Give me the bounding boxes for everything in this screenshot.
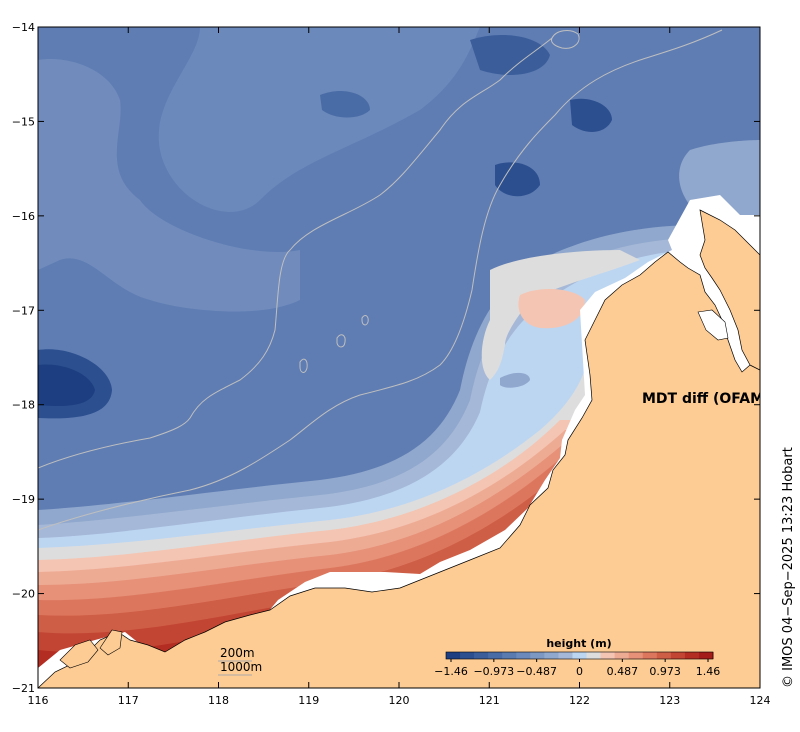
colorbar-swatch (684, 652, 700, 659)
colorbar-swatch (600, 652, 616, 659)
latitude-label: −21 (12, 682, 35, 695)
colorbar-swatch (460, 652, 475, 659)
contour-1000m (38, 37, 553, 469)
contour-loop (336, 334, 346, 348)
latitude-label: −18 (12, 399, 35, 412)
cool-patch (500, 372, 530, 388)
latitude-axis: −14 −15 −16 −17 −18 −19 −20 −21 (12, 21, 760, 695)
island (59, 639, 99, 669)
colorbar-swatches (445, 651, 714, 660)
colorbar-ticks: −1.46 −0.973 −0.487 0 0.487 0.973 1.46 (434, 659, 720, 678)
colorbar-swatch (614, 652, 630, 659)
longitude-label: 117 (118, 694, 139, 707)
colorbar-swatch (474, 652, 489, 659)
ocean-deep (495, 162, 540, 197)
credit-text: © IMOS 04−Sep−2025 13:23 Hobart (781, 447, 796, 688)
map-title: MDT diff (OFAM−CMEMS) (642, 391, 800, 407)
longitude-label: 122 (569, 694, 590, 707)
longitude-axis: 116 117 118 119 120 121 122 123 124 (28, 27, 771, 707)
colorbar-swatch (488, 652, 503, 659)
longitude-label: 121 (479, 694, 500, 707)
colorbar-tick-label: 0.973 (649, 665, 681, 678)
gulf-water (697, 309, 729, 341)
contour-loop (551, 30, 580, 49)
longitude-label: 119 (298, 694, 319, 707)
latitude-label: −14 (12, 21, 35, 34)
colorbar-swatch (516, 652, 531, 659)
colorbar-tick-label: 0.487 (607, 665, 639, 678)
ocean-band (38, 59, 300, 312)
contour-key-label-1000m: 1000m (220, 660, 262, 674)
latitude-label: −15 (12, 115, 35, 128)
colorbar-swatch (642, 652, 658, 659)
colorbar-swatch (544, 652, 559, 659)
colorbar-legend: height (m) −1.46 −0.973 −0.487 0 0.487 0.973 1… (434, 637, 720, 678)
ocean-band (38, 27, 480, 212)
colorbar-swatch (628, 652, 644, 659)
colorbar-title: height (m) (546, 637, 611, 650)
colorbar-swatch (530, 652, 545, 659)
colorbar-tick-label: −0.973 (473, 665, 514, 678)
contour-loop (299, 358, 308, 373)
latitude-label: −16 (12, 210, 35, 223)
latitude-label: −17 (12, 304, 35, 317)
colorbar-swatch (572, 652, 588, 659)
colorbar-swatch (558, 652, 573, 659)
ocean-deep (38, 364, 95, 407)
ocean-deep (570, 98, 612, 132)
latitude-label: −19 (12, 493, 35, 506)
warm-patch (518, 288, 585, 329)
colorbar-tick-label: −0.487 (516, 665, 557, 678)
map-plot-area: MDT diff (OFAM−CMEMS) 200m 1000m height … (38, 27, 800, 688)
shelf-band (481, 250, 640, 380)
contour-key-label-200m: 200m (220, 646, 255, 660)
longitude-label: 118 (208, 694, 229, 707)
colorbar-swatch (656, 652, 672, 659)
contour-200m (38, 29, 723, 531)
colorbar-swatch (502, 652, 517, 659)
longitude-label: 120 (389, 694, 410, 707)
land-peninsula (699, 209, 760, 371)
ocean-deep (320, 90, 370, 118)
colorbar-swatch (670, 652, 686, 659)
latitude-label: −20 (12, 588, 35, 601)
land-mass (38, 251, 760, 688)
longitude-label: 116 (28, 694, 49, 707)
island (99, 629, 123, 656)
ocean-deep (470, 35, 550, 75)
colorbar-swatch (586, 652, 602, 659)
longitude-label: 124 (750, 694, 771, 707)
colorbar-tick-label: 1.46 (696, 665, 721, 678)
colorbar-tick-label: 0 (576, 665, 583, 678)
ocean-band (679, 140, 760, 215)
longitude-label: 123 (659, 694, 680, 707)
colorbar-swatch (698, 652, 714, 659)
colorbar-swatch (446, 652, 461, 659)
colorbar-tick-label: −1.46 (434, 665, 468, 678)
contour-loop (361, 314, 369, 326)
